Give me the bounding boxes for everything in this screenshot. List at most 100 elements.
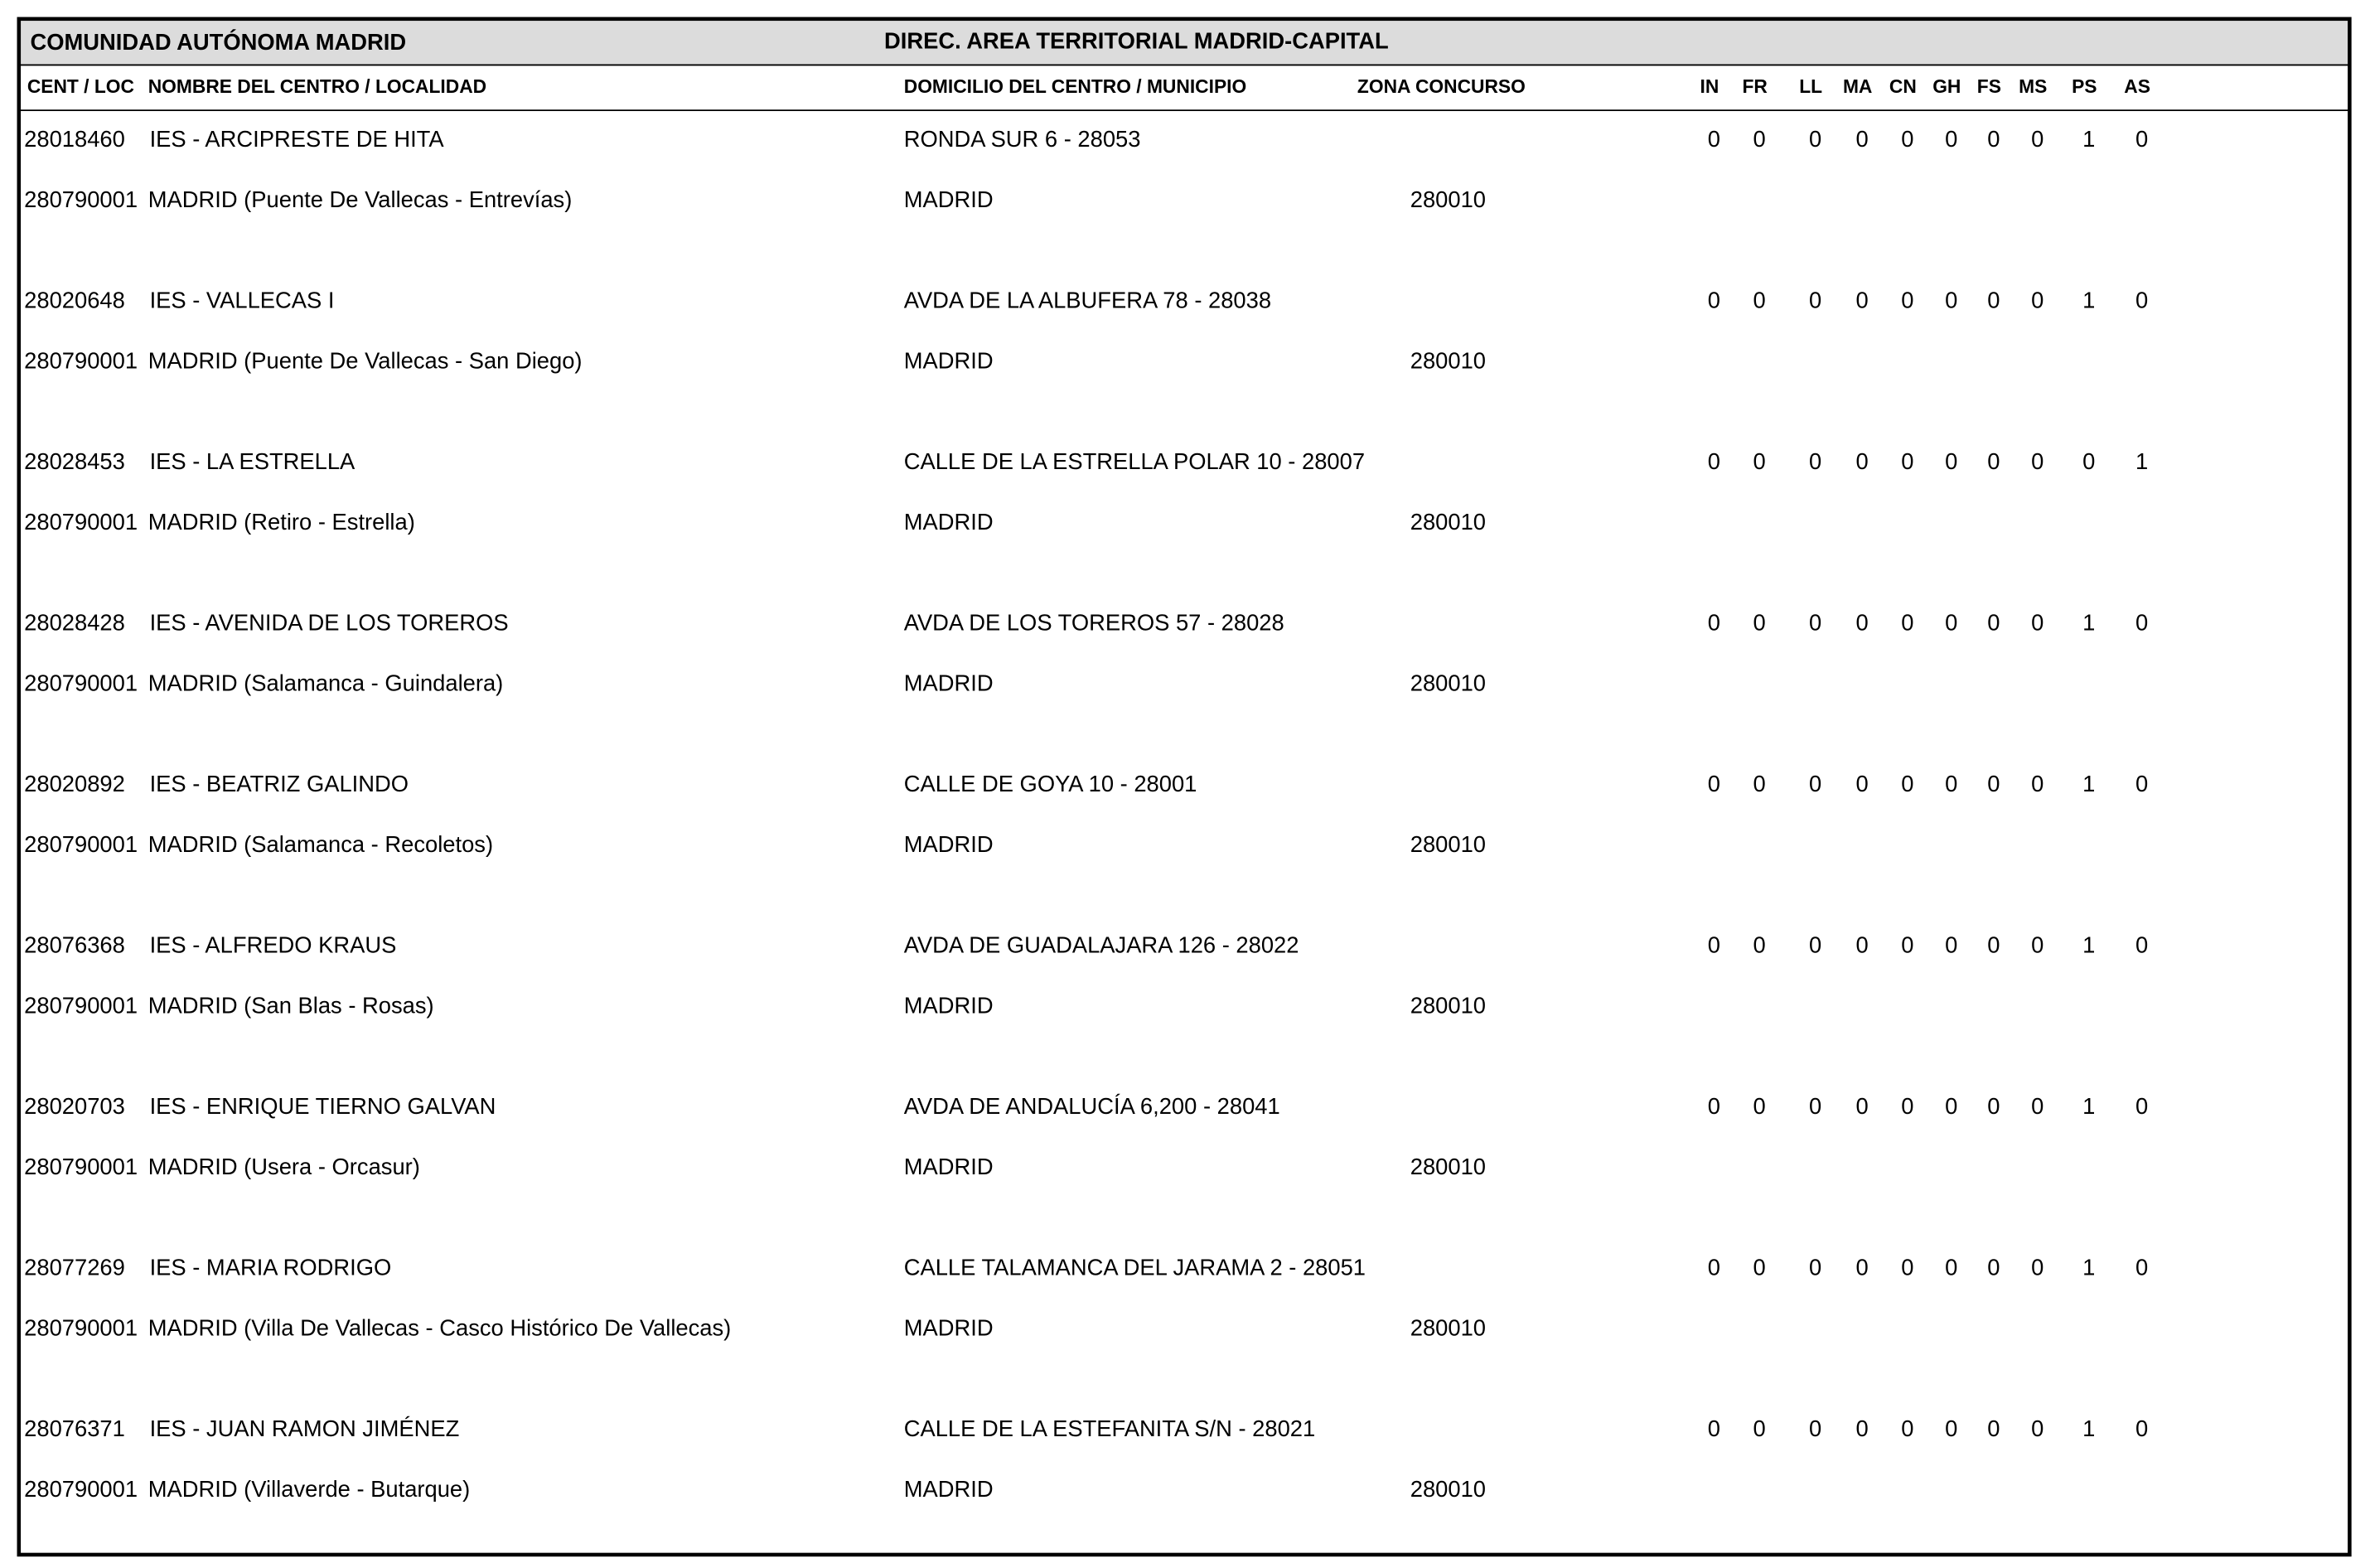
center-name: IES - ENRIQUE TIERNO GALVAN — [150, 1093, 496, 1119]
count-header: MA — [1843, 75, 1872, 97]
count-header: IN — [1700, 75, 1719, 97]
count: 0 — [1987, 1093, 2000, 1119]
municipality: MADRID — [904, 670, 994, 695]
count: 0 — [1708, 609, 1720, 635]
count: 0 — [1987, 609, 2000, 635]
count: 0 — [1945, 1093, 1957, 1119]
count: 0 — [1945, 932, 1957, 957]
count: 0 — [1856, 126, 1869, 152]
count: 0 — [1856, 771, 1869, 796]
count-header: PS — [2072, 75, 2097, 97]
count: 0 — [1753, 448, 1766, 474]
count: 0 — [2031, 1416, 2044, 1441]
locality-code: 280790001 — [24, 1476, 138, 1502]
center-code: 28020648 — [24, 287, 125, 312]
count: 0 — [1753, 287, 1766, 312]
column-header: NOMBRE DEL CENTRO / LOCALIDAD — [148, 75, 486, 97]
column-header: DOMICILIO DEL CENTRO / MUNICIPIO — [904, 75, 1246, 97]
count: 0 — [1901, 932, 1913, 957]
count: 0 — [1901, 126, 1913, 152]
count-header: CN — [1889, 75, 1917, 97]
count: 0 — [1987, 126, 2000, 152]
count: 0 — [1901, 609, 1913, 635]
count: 1 — [2082, 609, 2095, 635]
locality: MADRID (Puente De Vallecas - San Diego) — [148, 347, 583, 373]
count: 1 — [2082, 771, 2095, 796]
count: 0 — [1945, 1255, 1957, 1280]
count: 0 — [1945, 771, 1957, 796]
count: 0 — [2135, 771, 2148, 796]
count: 0 — [1987, 932, 2000, 957]
center-code: 28028428 — [24, 609, 125, 635]
count: 0 — [2031, 126, 2044, 152]
count-header: FS — [1977, 75, 2001, 97]
municipality: MADRID — [904, 1314, 994, 1340]
locality: MADRID (San Blas - Rosas) — [148, 992, 434, 1018]
count: 0 — [1753, 609, 1766, 635]
count: 1 — [2082, 1416, 2095, 1441]
center-address: CALLE TALAMANCA DEL JARAMA 2 - 28051 — [904, 1255, 1366, 1280]
center-name: IES - ARCIPRESTE DE HITA — [150, 126, 445, 152]
count: 0 — [2031, 609, 2044, 635]
locality-code: 280790001 — [24, 992, 138, 1018]
count: 0 — [2135, 287, 2148, 312]
count: 0 — [1945, 609, 1957, 635]
count: 0 — [2135, 932, 2148, 957]
locality: MADRID (Salamanca - Recoletos) — [148, 831, 493, 857]
count: 0 — [1945, 126, 1957, 152]
center-name: IES - LA ESTRELLA — [150, 448, 356, 474]
locality: MADRID (Retiro - Estrella) — [148, 509, 415, 535]
count: 0 — [1708, 126, 1720, 152]
count: 0 — [2135, 1093, 2148, 1119]
count: 0 — [1809, 771, 1821, 796]
count: 0 — [1708, 771, 1720, 796]
header-band — [19, 19, 2349, 65]
center-address: AVDA DE ANDALUCÍA 6,200 - 28041 — [904, 1093, 1280, 1119]
count: 0 — [1856, 1093, 1869, 1119]
count: 0 — [1753, 126, 1766, 152]
center-name: IES - MARIA RODRIGO — [150, 1255, 392, 1280]
locality-code: 280790001 — [24, 1154, 138, 1179]
count: 0 — [1753, 932, 1766, 957]
column-header: ZONA CONCURSO — [1357, 75, 1526, 97]
count: 0 — [1708, 1416, 1720, 1441]
count: 0 — [1987, 1416, 2000, 1441]
locality-code: 280790001 — [24, 186, 138, 212]
center-code: 28028453 — [24, 448, 125, 474]
count: 0 — [1856, 1255, 1869, 1280]
count: 0 — [2031, 771, 2044, 796]
count-header: FR — [1742, 75, 1767, 97]
count: 1 — [2135, 448, 2148, 474]
locality-code: 280790001 — [24, 670, 138, 695]
count: 1 — [2082, 1093, 2095, 1119]
count: 0 — [1809, 448, 1821, 474]
center-name: IES - ALFREDO KRAUS — [150, 932, 397, 957]
count: 1 — [2082, 1255, 2095, 1280]
count: 0 — [1856, 609, 1869, 635]
locality-code: 280790001 — [24, 1314, 138, 1340]
center-code: 28020892 — [24, 771, 125, 796]
municipality: MADRID — [904, 1154, 994, 1179]
center-code: 28076371 — [24, 1416, 125, 1441]
count: 0 — [1753, 1255, 1766, 1280]
center-address: CALLE DE LA ESTEFANITA S/N - 28021 — [904, 1416, 1315, 1441]
zone: 280010 — [1410, 509, 1486, 535]
center-name: IES - JUAN RAMON JIMÉNEZ — [150, 1416, 460, 1441]
count-header: MS — [2019, 75, 2047, 97]
count: 0 — [1708, 1093, 1720, 1119]
outer-border — [17, 17, 2352, 1557]
count: 0 — [1987, 1255, 2000, 1280]
region-title: COMUNIDAD AUTÓNOMA MADRID — [30, 29, 406, 55]
center-name: IES - VALLECAS I — [150, 287, 335, 312]
municipality: MADRID — [904, 509, 994, 535]
count: 0 — [1901, 287, 1913, 312]
count: 0 — [1901, 1093, 1913, 1119]
count: 0 — [1856, 932, 1869, 957]
count: 0 — [1856, 448, 1869, 474]
count: 0 — [1987, 448, 2000, 474]
zone: 280010 — [1410, 1476, 1486, 1502]
zone: 280010 — [1410, 186, 1486, 212]
count: 0 — [1856, 287, 1869, 312]
